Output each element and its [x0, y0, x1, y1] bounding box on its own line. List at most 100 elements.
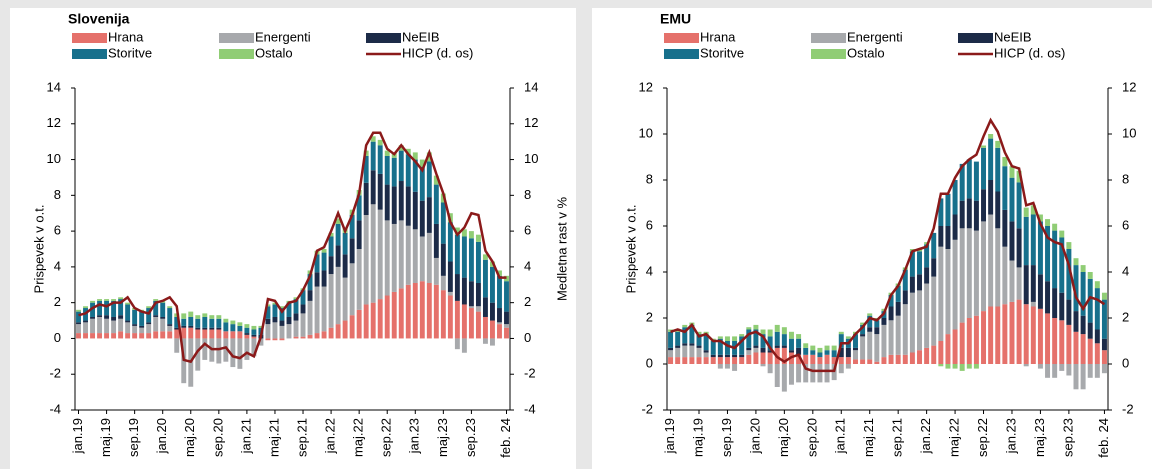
- bar: [391, 157, 397, 187]
- bar: [160, 318, 166, 332]
- bar: [988, 306, 994, 364]
- bar: [945, 249, 951, 335]
- y-tick-label: -2: [49, 366, 61, 381]
- bar: [454, 338, 460, 350]
- bar: [739, 336, 745, 355]
- bar: [1101, 364, 1107, 374]
- bar: [1080, 315, 1086, 335]
- bar: [454, 227, 460, 235]
- x-tick-label: sep.21: [890, 418, 905, 457]
- bar: [293, 320, 299, 337]
- bar: [774, 364, 780, 387]
- bar: [174, 338, 180, 353]
- bar: [391, 223, 397, 292]
- bar: [1087, 278, 1093, 323]
- bar: [767, 352, 773, 364]
- bar: [717, 357, 723, 364]
- x-tick-label: jan.23: [407, 418, 422, 454]
- bar: [314, 254, 320, 273]
- bar: [1009, 221, 1015, 261]
- bar: [188, 325, 194, 328]
- bar: [342, 277, 348, 321]
- y-tick-label: 12: [47, 115, 61, 130]
- legend-swatch: [219, 33, 254, 43]
- bar: [174, 316, 180, 328]
- bar: [286, 302, 292, 317]
- bar: [838, 357, 844, 364]
- bar: [167, 324, 173, 326]
- bar: [767, 336, 773, 351]
- bar: [349, 238, 355, 264]
- bar: [845, 364, 851, 369]
- bar: [272, 304, 278, 317]
- line: [78, 131, 507, 364]
- x-tick-label: jan.22: [323, 418, 338, 454]
- bar: [251, 325, 257, 330]
- y2-tick-label: 10: [1122, 125, 1136, 140]
- bar: [952, 364, 958, 369]
- bar: [349, 315, 355, 339]
- bar: [398, 288, 404, 339]
- bar: [237, 338, 243, 369]
- bar: [1023, 364, 1029, 367]
- x-tick-label: sep.23: [463, 418, 478, 457]
- bar: [931, 232, 937, 259]
- bar: [1030, 214, 1036, 266]
- bar: [1080, 334, 1086, 364]
- bar: [181, 313, 187, 319]
- bar: [195, 318, 201, 328]
- bar: [682, 357, 688, 364]
- y2-tick-label: 8: [524, 187, 531, 202]
- bar: [917, 290, 922, 351]
- bar: [760, 347, 766, 353]
- bar: [810, 364, 816, 383]
- legend-label: Storitve: [108, 45, 152, 60]
- bar: [817, 347, 823, 353]
- legend-label: HICP (d. os): [994, 45, 1065, 60]
- y2-tick-label: 6: [1122, 217, 1129, 232]
- bar: [781, 327, 787, 335]
- bar: [412, 159, 418, 192]
- bar: [216, 329, 222, 339]
- bar: [888, 354, 894, 364]
- bar: [349, 263, 355, 316]
- legend-swatch: [219, 49, 254, 59]
- bar: [1066, 249, 1072, 300]
- bar: [223, 322, 229, 332]
- bar: [328, 256, 334, 275]
- bar: [209, 315, 215, 319]
- bar: [342, 254, 348, 278]
- bar: [732, 357, 738, 364]
- bar: [293, 313, 299, 321]
- bar: [223, 318, 229, 323]
- bar: [265, 338, 271, 341]
- bar: [132, 333, 138, 339]
- bar: [153, 315, 159, 317]
- bar: [370, 302, 376, 339]
- bar: [1052, 364, 1058, 378]
- bar: [995, 306, 1001, 364]
- bar: [300, 304, 306, 314]
- y2-tick-label: 12: [524, 115, 538, 130]
- bar: [468, 231, 474, 239]
- bar: [668, 347, 674, 351]
- bar: [223, 338, 229, 362]
- bar: [174, 327, 180, 330]
- bar: [724, 336, 730, 341]
- x-tick-label: sep.22: [975, 418, 990, 457]
- bar: [490, 266, 495, 303]
- bar: [689, 343, 695, 346]
- bar: [1080, 272, 1086, 316]
- x-tick-label: sep.22: [379, 418, 394, 457]
- bar: [1066, 299, 1072, 325]
- bar: [468, 308, 474, 339]
- bar: [370, 170, 376, 205]
- bar: [482, 259, 488, 298]
- bar: [76, 333, 81, 339]
- bar: [874, 361, 880, 364]
- bar: [1073, 331, 1079, 364]
- bar: [440, 202, 446, 244]
- bar: [468, 281, 474, 307]
- panel: [592, 8, 1152, 469]
- bar: [83, 322, 88, 334]
